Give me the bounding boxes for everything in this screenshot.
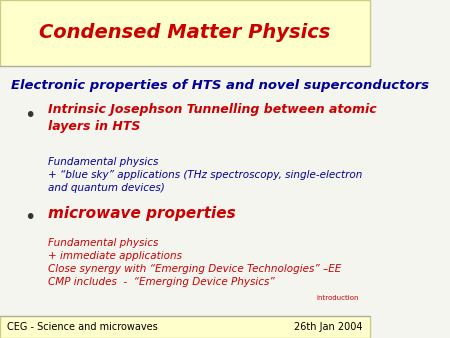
Text: microwave properties: microwave properties [48, 206, 236, 221]
FancyBboxPatch shape [0, 0, 370, 66]
Text: introduction: introduction [317, 295, 359, 301]
Text: Fundamental physics
+ “blue sky” applications (THz spectroscopy, single-electron: Fundamental physics + “blue sky” applica… [48, 157, 363, 193]
Text: 26th Jan 2004: 26th Jan 2004 [294, 322, 363, 332]
Text: •: • [24, 106, 35, 125]
Text: •: • [24, 208, 35, 227]
Text: CEG - Science and microwaves: CEG - Science and microwaves [7, 322, 158, 332]
Text: Fundamental physics
+ immediate applications
Close synergy with “Emerging Device: Fundamental physics + immediate applicat… [48, 238, 342, 287]
Text: Condensed Matter Physics: Condensed Matter Physics [40, 23, 331, 43]
Text: Electronic properties of HTS and novel superconductors: Electronic properties of HTS and novel s… [11, 79, 429, 92]
Text: Intrinsic Josephson Tunnelling between atomic
layers in HTS: Intrinsic Josephson Tunnelling between a… [48, 103, 377, 133]
FancyBboxPatch shape [0, 316, 370, 338]
